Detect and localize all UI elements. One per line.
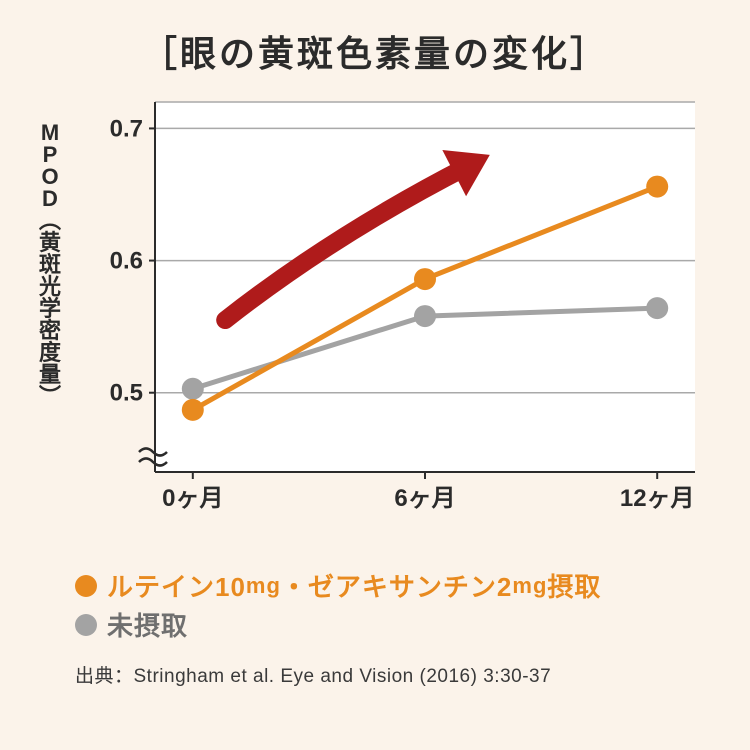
source-citation: 出典：Stringham et al. Eye and Vision (2016… [75, 661, 720, 688]
svg-text:0.5: 0.5 [110, 380, 143, 407]
legend-item-intake: ルテイン10mg・ゼアキサンチン2mg摂取 [75, 567, 720, 604]
legend-dot-icon [75, 614, 97, 636]
y-axis-label: MPOD︵黄斑光学密度量︶ [30, 122, 70, 408]
svg-text:0ヶ月: 0ヶ月 [162, 485, 223, 512]
chart-row: MPOD︵黄斑光学密度量︶ 0.5 0.6 0.7 0ヶ月 6ヶ月 12ヶ月 [30, 92, 720, 522]
legend: ルテイン10mg・ゼアキサンチン2mg摂取未摂取 [75, 567, 720, 643]
svg-text:6ヶ月: 6ヶ月 [394, 485, 455, 512]
svg-text:0.6: 0.6 [110, 248, 143, 275]
container: ［眼の黄斑色素量の変化］ MPOD︵黄斑光学密度量︶ 0.5 0.6 0.7 0ヶ月 6… [0, 0, 750, 750]
line-chart: 0.5 0.6 0.7 0ヶ月 6ヶ月 12ヶ月 [70, 92, 720, 522]
svg-text:12ヶ月: 12ヶ月 [620, 485, 695, 512]
legend-item-control: 未摂取 [75, 606, 720, 643]
svg-text:0.7: 0.7 [110, 115, 143, 142]
chart-svg: 0.5 0.6 0.7 0ヶ月 6ヶ月 12ヶ月 [70, 92, 720, 522]
legend-dot-icon [75, 575, 97, 597]
chart-title: ［眼の黄斑色素量の変化］ [30, 25, 720, 77]
